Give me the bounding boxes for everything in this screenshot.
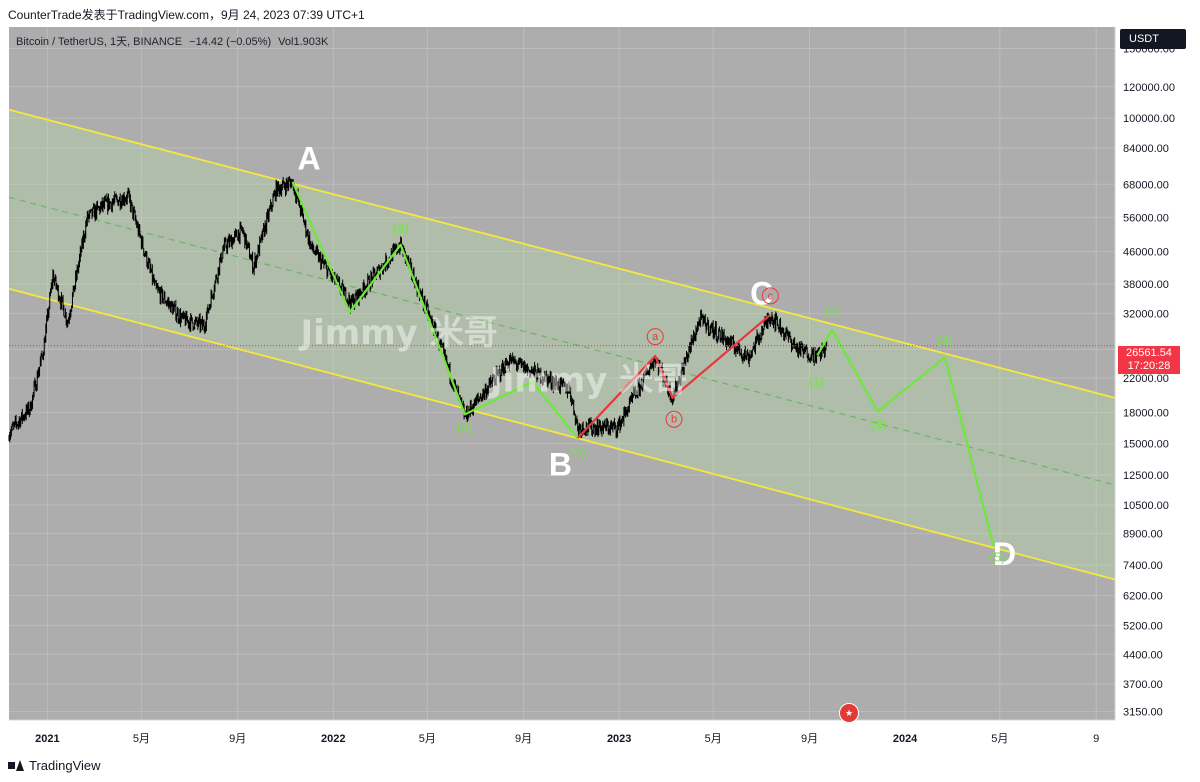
price-axis-tick: 4400.00 — [1123, 649, 1163, 661]
time-axis-tick: 2023 — [607, 733, 631, 745]
channel-fill — [9, 109, 1115, 580]
price-axis-tick: 120000.00 — [1123, 82, 1175, 94]
watermark-text: Jimmy 米哥 — [488, 360, 687, 400]
green-wave-label: (4) — [393, 221, 409, 236]
chart-panel — [9, 27, 1115, 720]
wave-label-b: B — [549, 446, 572, 482]
price-axis-tick: 18000.00 — [1123, 407, 1169, 419]
price-axis-tick: 8900.00 — [1123, 528, 1163, 540]
current-price-tag: 26561.54 17:20:28 — [1118, 346, 1180, 374]
currency-button[interactable]: USDT — [1120, 29, 1186, 49]
time-axis-tick: 2021 — [35, 733, 59, 745]
time-axis[interactable]: 2021 5月 9月 2022 5月 9月 2023 5月 9月 2024 5月 9 — [9, 719, 1115, 745]
green-wave-label: (2) — [825, 304, 841, 319]
time-axis-tick: 9月 — [229, 733, 246, 745]
time-axis-tick: 9 — [1093, 733, 1099, 745]
price-axis-tick: 32000.00 — [1123, 309, 1169, 321]
wave-red-line — [576, 313, 772, 439]
wave-lines — [291, 181, 995, 547]
red-wave-label: c — [768, 290, 774, 302]
time-axis-tick: 5月 — [133, 733, 150, 745]
footer-brand[interactable]: TradingView — [8, 758, 101, 773]
grid — [9, 27, 1115, 720]
green-wave-label: (1) — [809, 374, 825, 389]
time-axis-tick: 2024 — [893, 733, 918, 745]
time-axis-tick: 5月 — [991, 733, 1008, 745]
price-axis-tick: 46000.00 — [1123, 246, 1169, 258]
symbol-legend[interactable]: Bitcoin / TetherUS, 1天, BINANCE −14.42 (… — [16, 33, 332, 49]
us-flag-icon[interactable]: ★ — [839, 703, 859, 723]
wave-labels: A B C D (4) (3) (5) (1) (2) (3) (4) (5) a b c — [297, 141, 1016, 572]
wave-label-c: C — [750, 275, 773, 311]
wave-projection-line — [816, 328, 995, 547]
channel-upper-line — [8, 108, 1116, 399]
price-axis-tick: 56000.00 — [1123, 213, 1169, 225]
watermarks: Jimmy 米哥 Jimmy 米哥 — [298, 313, 687, 400]
red-wave-label: a — [652, 331, 659, 343]
time-axis-tick: 9月 — [801, 733, 818, 745]
symbol-name: Bitcoin / TetherUS, 1天, BINANCE — [16, 36, 183, 48]
green-wave-label: (3) — [871, 417, 887, 432]
price-change: −14.42 (−0.05%) — [189, 36, 272, 48]
bar-countdown: 17:20:28 — [1127, 360, 1171, 372]
red-label-circle — [646, 328, 664, 346]
wave-label-a: A — [297, 141, 320, 177]
wave-green-line — [291, 181, 579, 439]
price-axis-tick: 12500.00 — [1123, 470, 1169, 482]
time-axis-tick: 9月 — [515, 733, 532, 745]
volume-value: 1.903K — [293, 36, 329, 48]
price-axis-tick: 5200.00 — [1123, 621, 1163, 633]
price-axis-tick: 10500.00 — [1123, 500, 1169, 512]
green-wave-label: (5) — [990, 550, 1006, 565]
brand-name: TradingView — [29, 758, 101, 773]
time-axis-tick: 5月 — [419, 733, 436, 745]
red-label-circle — [761, 287, 779, 305]
current-price-value: 26561.54 — [1126, 347, 1172, 359]
price-axis-tick: 6200.00 — [1123, 590, 1163, 602]
channel-lines — [8, 108, 1116, 581]
green-wave-label: (4) — [937, 333, 953, 348]
channel-middle-line — [8, 196, 1116, 486]
price-axis-tick: 15000.00 — [1123, 439, 1169, 451]
price-axis-tick: 7400.00 — [1123, 560, 1163, 572]
red-label-circle — [665, 410, 683, 428]
channel-lower-line — [8, 287, 1116, 581]
wave-label-d: D — [993, 536, 1016, 572]
price-axis-tick: 3150.00 — [1123, 707, 1163, 719]
time-axis-tick: 2022 — [321, 733, 345, 745]
attribution-text: CounterTrade发表于TradingView.com，9月 24, 20… — [8, 8, 365, 22]
green-wave-label: (3) — [457, 420, 473, 435]
volume-label: Vol — [278, 36, 294, 48]
price-axis-tick: 84000.00 — [1123, 143, 1169, 155]
price-axis-tick: 22000.00 — [1123, 373, 1169, 385]
price-axis-tick: 68000.00 — [1123, 179, 1169, 191]
tradingview-logo-icon — [8, 760, 24, 771]
time-axis-tick: 5月 — [705, 733, 722, 745]
price-axis-tick: 38000.00 — [1123, 279, 1169, 291]
price-axis-tick: 100000.00 — [1123, 113, 1175, 125]
price-axis-tick: 3700.00 — [1123, 679, 1163, 691]
watermark-text: Jimmy 米哥 — [298, 313, 497, 353]
green-wave-label: (5) — [570, 444, 586, 459]
red-wave-label: b — [671, 414, 677, 426]
